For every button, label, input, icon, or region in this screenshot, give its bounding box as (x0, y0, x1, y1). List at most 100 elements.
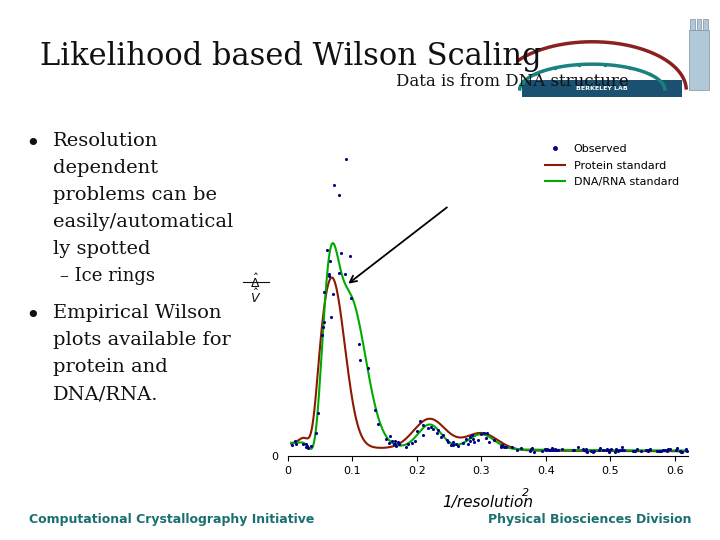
Text: Computational Crystallography Initiative: Computational Crystallography Initiative (29, 513, 314, 526)
Text: Empirical Wilson: Empirical Wilson (53, 304, 221, 322)
Text: 1/resolution: 1/resolution (442, 495, 534, 510)
Point (546, 444, 558, 453)
Point (362, 364, 374, 373)
Point (612, 447, 624, 455)
Point (536, 446, 548, 455)
Point (407, 438, 418, 447)
Point (317, 331, 328, 340)
Point (500, 443, 511, 452)
Point (605, 445, 616, 454)
Point (462, 440, 474, 448)
Point (567, 446, 579, 455)
Point (384, 439, 395, 448)
Text: •: • (25, 304, 40, 328)
Point (442, 437, 454, 446)
Point (446, 441, 457, 450)
Text: BERKELEY LAB: BERKELEY LAB (576, 86, 628, 91)
Point (468, 437, 480, 446)
Point (580, 444, 592, 453)
Point (402, 440, 413, 448)
Point (544, 446, 555, 454)
Point (372, 420, 383, 429)
Point (300, 442, 312, 451)
Point (448, 438, 459, 447)
Point (318, 318, 330, 326)
Point (344, 252, 356, 260)
Point (609, 447, 621, 456)
Point (431, 428, 443, 437)
Point (327, 289, 338, 298)
Point (657, 446, 669, 454)
Point (585, 447, 597, 455)
Point (665, 444, 676, 453)
Point (437, 430, 449, 439)
Text: – Ice rings: – Ice rings (60, 267, 155, 285)
Point (318, 322, 329, 331)
Point (552, 446, 563, 455)
Point (600, 446, 612, 455)
Point (345, 294, 356, 302)
Point (447, 441, 459, 450)
Bar (690, 19, 695, 30)
Point (507, 443, 518, 451)
Point (680, 446, 692, 454)
Point (488, 436, 500, 444)
Text: Data is from DNA structure: Data is from DNA structure (396, 73, 629, 90)
Point (297, 440, 308, 449)
Point (660, 446, 671, 454)
Point (675, 447, 687, 456)
Point (336, 248, 347, 257)
Point (616, 446, 628, 454)
Point (597, 446, 608, 454)
Point (328, 180, 340, 189)
Text: problems can be: problems can be (53, 186, 217, 204)
Point (635, 447, 647, 456)
Point (418, 421, 429, 429)
Point (422, 424, 433, 433)
Point (603, 448, 614, 456)
Point (670, 446, 682, 454)
Point (467, 435, 479, 443)
Text: Likelihood based Wilson Scaling: Likelihood based Wilson Scaling (40, 40, 541, 71)
Point (546, 446, 557, 454)
Point (540, 446, 552, 454)
Point (389, 436, 400, 445)
Point (653, 447, 665, 455)
FancyBboxPatch shape (522, 80, 682, 97)
Point (451, 439, 462, 448)
Point (512, 446, 523, 454)
Point (415, 416, 426, 425)
Point (579, 446, 590, 455)
Point (436, 433, 447, 441)
Point (539, 445, 551, 454)
Point (594, 444, 606, 453)
Point (593, 446, 605, 455)
Text: Physical Biosciences Division: Physical Biosciences Division (487, 513, 691, 526)
Point (572, 443, 584, 451)
Point (541, 445, 552, 454)
Text: $\hat{V}$: $\hat{V}$ (250, 288, 261, 306)
Point (498, 443, 509, 452)
Point (662, 445, 674, 454)
Point (301, 442, 312, 450)
Point (543, 446, 554, 455)
Point (387, 436, 398, 445)
Point (310, 428, 321, 437)
Point (411, 427, 423, 435)
Point (526, 443, 538, 452)
Text: $\hat{\Delta}$: $\hat{\Delta}$ (251, 273, 261, 291)
Point (354, 356, 366, 364)
Point (475, 430, 487, 438)
Point (384, 431, 396, 440)
Point (525, 444, 536, 453)
Point (601, 445, 613, 454)
Point (467, 431, 478, 440)
Point (319, 287, 330, 296)
Point (618, 446, 629, 454)
Point (290, 440, 302, 448)
Point (441, 436, 453, 444)
Point (644, 445, 656, 454)
Point (643, 446, 654, 454)
Point (496, 441, 508, 449)
Point (580, 446, 592, 455)
